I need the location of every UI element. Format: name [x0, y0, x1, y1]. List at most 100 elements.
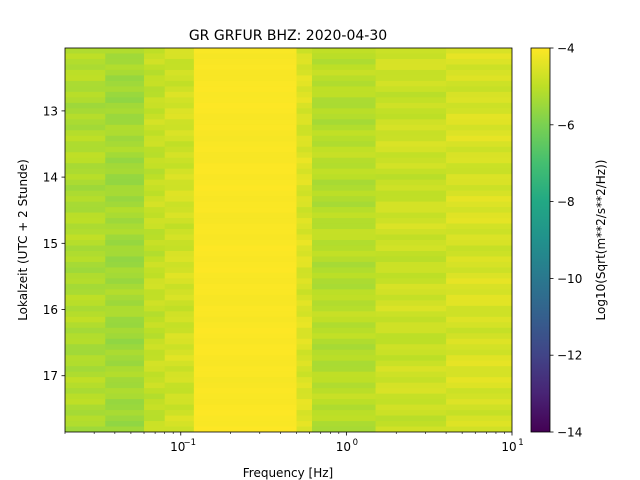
heatmap-cell — [375, 64, 447, 71]
heatmap-cell — [105, 80, 145, 87]
colorbar-tick-label: −12 — [557, 349, 582, 363]
heatmap-cell — [446, 75, 512, 82]
heatmap-cell — [446, 305, 512, 312]
heatmap-cell — [446, 48, 512, 54]
heatmap-cell — [193, 218, 298, 225]
y-tick-label: 17 — [43, 369, 58, 383]
heatmap-cell — [144, 152, 166, 159]
heatmap-cell — [65, 69, 106, 76]
heatmap-cell — [144, 289, 166, 296]
heatmap-cell — [144, 294, 166, 301]
heatmap-cell — [65, 283, 106, 290]
heatmap-cell — [164, 316, 195, 323]
heatmap-cell — [105, 426, 145, 432]
x-tick-exponent: 0 — [353, 438, 358, 448]
heatmap-cell — [375, 426, 447, 432]
heatmap-cell — [164, 201, 195, 208]
heatmap-cell — [375, 201, 447, 208]
heatmap-cell — [446, 245, 512, 252]
heatmap-cell — [164, 283, 195, 290]
heatmap-cell — [65, 316, 106, 323]
heatmap-cell — [375, 196, 447, 203]
heatmap-cell — [375, 152, 447, 159]
heatmap-cell — [164, 393, 195, 400]
heatmap-cell — [446, 119, 512, 126]
heatmap-cell — [375, 86, 447, 93]
heatmap-cell — [105, 327, 145, 334]
heatmap-cell — [164, 91, 195, 98]
heatmap-cell — [164, 349, 195, 356]
colorbar — [530, 47, 551, 433]
heatmap-cell — [375, 58, 447, 65]
heatmap-cell — [144, 168, 166, 175]
heatmap-cell — [144, 300, 166, 307]
heatmap-cell — [193, 152, 298, 159]
heatmap-cell — [193, 190, 298, 197]
heatmap-cell — [311, 102, 377, 109]
heatmap-cell — [311, 80, 377, 87]
heatmap-cell — [375, 371, 447, 378]
heatmap-cell — [375, 404, 447, 411]
heatmap-cell — [375, 179, 447, 186]
heatmap-cell — [144, 283, 166, 290]
heatmap-cell — [164, 289, 195, 296]
heatmap-cell — [193, 410, 298, 417]
heatmap-cell — [105, 212, 145, 219]
heatmap-cell — [375, 349, 447, 356]
heatmap-cell — [105, 404, 145, 411]
heatmap-cell — [296, 86, 313, 93]
heatmap-cell — [193, 294, 298, 301]
heatmap-cell — [144, 141, 166, 148]
heatmap-cell — [296, 97, 313, 104]
y-axis-label: Lokalzeit (UTC + 2 Stunde) — [16, 159, 30, 321]
heatmap-cell — [296, 168, 313, 175]
heatmap-cell — [164, 146, 195, 153]
heatmap-cell — [65, 294, 106, 301]
heatmap-cell — [446, 218, 512, 225]
heatmap-cell — [296, 141, 313, 148]
heatmap-cell — [164, 97, 195, 104]
heatmap-cell — [65, 80, 106, 87]
heatmap-cell — [164, 404, 195, 411]
heatmap-cell — [144, 267, 166, 274]
heatmap-cell — [375, 421, 447, 428]
heatmap-cell — [164, 48, 195, 54]
heatmap-cell — [375, 283, 447, 290]
heatmap-cell — [65, 229, 106, 236]
heatmap-cell — [105, 196, 145, 203]
heatmap-cell — [311, 157, 377, 164]
heatmap-cell — [296, 382, 313, 389]
heatmap-cell — [296, 294, 313, 301]
heatmap-cell — [375, 135, 447, 142]
heatmap-cell — [105, 278, 145, 285]
heatmap-cell — [164, 415, 195, 422]
heatmap-cell — [193, 366, 298, 373]
heatmap-cell — [105, 393, 145, 400]
heatmap-cell — [65, 113, 106, 120]
heatmap-cell — [193, 311, 298, 318]
heatmap-cell — [446, 201, 512, 208]
heatmap-cell — [193, 360, 298, 367]
heatmap-cell — [311, 135, 377, 142]
heatmap-cell — [144, 305, 166, 312]
heatmap-cell — [296, 344, 313, 351]
heatmap-cell — [375, 305, 447, 312]
x-tick-label: 10 — [170, 440, 185, 454]
heatmap-cell — [296, 240, 313, 246]
heatmap-cell — [375, 250, 447, 257]
heatmap-cell — [296, 360, 313, 367]
heatmap-cell — [65, 245, 106, 252]
heatmap-cell — [105, 421, 145, 428]
heatmap-cell — [446, 141, 512, 148]
colorbar-label: Log10(Sqrt(m**2/s**2/Hz)) — [594, 160, 608, 321]
heatmap-cell — [446, 190, 512, 197]
heatmap-cell — [446, 349, 512, 356]
heatmap-cell — [105, 349, 145, 356]
heatmap-cell — [375, 333, 447, 340]
heatmap-cell — [375, 355, 447, 362]
heatmap-cell — [446, 311, 512, 318]
heatmap-cell — [311, 267, 377, 274]
heatmap-cell — [164, 399, 195, 406]
heatmap-cell — [311, 371, 377, 378]
heatmap-cell — [296, 245, 313, 252]
